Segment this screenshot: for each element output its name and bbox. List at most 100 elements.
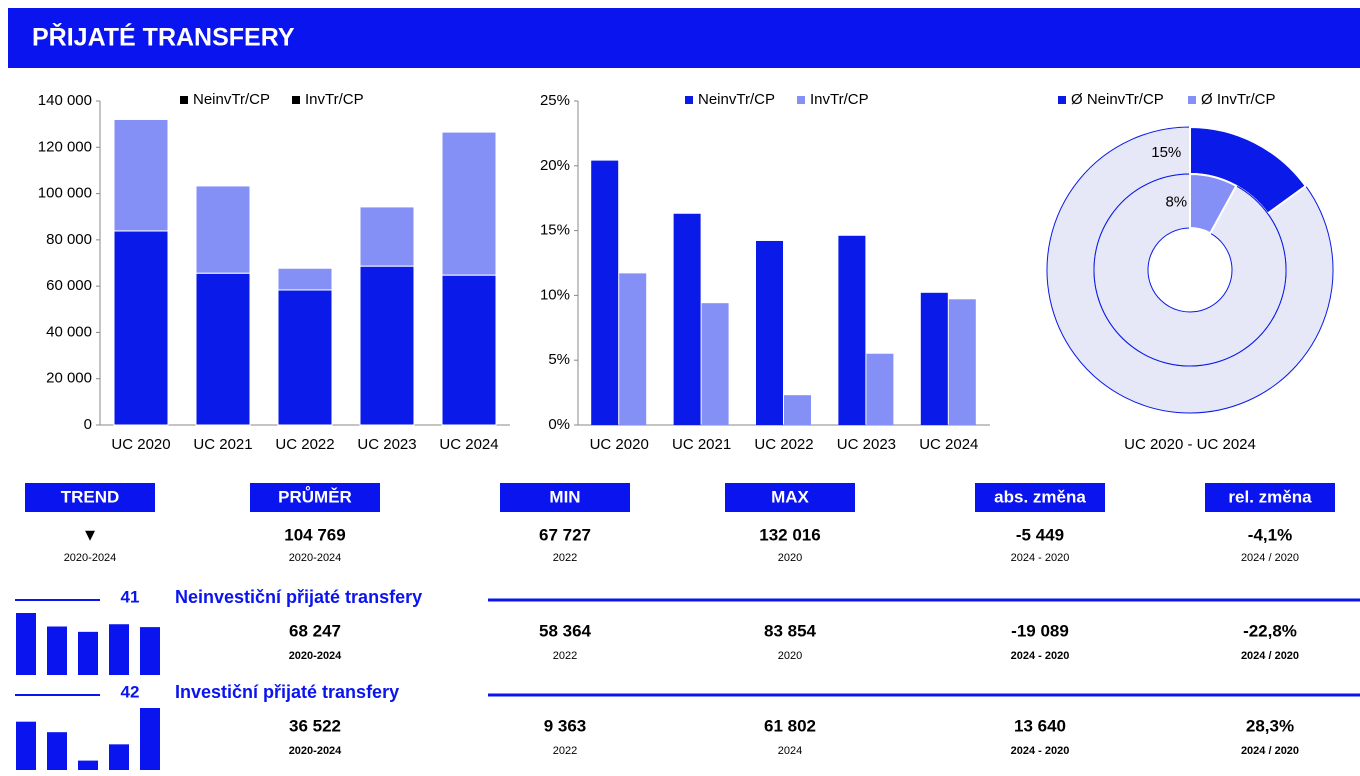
bar-segment xyxy=(359,265,415,426)
sparkline-bar xyxy=(140,627,160,675)
bar-segment xyxy=(113,230,169,426)
row-name: Neinvestiční přijaté transfery xyxy=(175,587,422,607)
sparkline-bar xyxy=(47,732,67,770)
bar-segment xyxy=(359,206,415,267)
column-header: MAX xyxy=(771,487,809,506)
data-label: 15% xyxy=(1151,144,1181,161)
x-tick-label: UC 2020 xyxy=(111,436,170,453)
bar xyxy=(673,213,701,425)
header-box xyxy=(975,483,1105,512)
row-period: 2022 xyxy=(553,650,577,662)
x-tick-label: UC 2023 xyxy=(357,436,416,453)
bar xyxy=(619,273,647,425)
sparkline-bar xyxy=(16,721,36,770)
legend-label: InvTr/CP xyxy=(305,91,364,108)
bar-segment xyxy=(441,274,497,426)
legend-marker xyxy=(292,96,300,104)
row-period: 2024 / 2020 xyxy=(1241,745,1299,757)
y-tick-label: 10% xyxy=(540,286,570,303)
header-box xyxy=(25,483,155,512)
row-period: 2020-2024 xyxy=(289,650,342,662)
x-tick-label: UC 2023 xyxy=(837,436,896,453)
sparkline-bar xyxy=(109,744,129,770)
legend-label: Ø InvTr/CP xyxy=(1201,91,1275,108)
column-header: MIN xyxy=(549,487,580,506)
header-box xyxy=(250,483,380,512)
y-tick-label: 80 000 xyxy=(46,231,92,248)
summary-value: -4,1% xyxy=(1248,525,1292,544)
y-tick-label: 60 000 xyxy=(46,277,92,294)
bar xyxy=(701,303,729,425)
page-title: PŘIJATÉ TRANSFERY xyxy=(32,22,295,52)
sparkline-bar xyxy=(78,760,98,770)
row-name: Investiční přijaté transfery xyxy=(175,682,399,702)
row-period: 2024 xyxy=(778,745,802,757)
row-value: 83 854 xyxy=(764,621,817,640)
x-tick-label: UC 2022 xyxy=(754,436,813,453)
row-period: 2022 xyxy=(553,745,577,757)
bar xyxy=(866,353,894,425)
sparkline-bar xyxy=(47,626,67,675)
header-box xyxy=(1205,483,1335,512)
data-label: 8% xyxy=(1165,193,1187,210)
bar xyxy=(784,395,811,425)
row-period: 2024 - 2020 xyxy=(1011,745,1070,757)
row-value: 13 640 xyxy=(1014,716,1066,735)
legend-marker xyxy=(685,96,693,104)
bar-segment xyxy=(277,267,333,291)
summary-value: ▼ xyxy=(82,525,99,544)
x-tick-label: UC 2020 xyxy=(590,436,649,453)
legend-marker xyxy=(1058,96,1066,104)
column-header: TREND xyxy=(61,487,120,506)
bar-segment xyxy=(195,185,251,274)
y-tick-label: 120 000 xyxy=(38,138,92,155)
row-code: 41 xyxy=(121,587,140,606)
legend-label: InvTr/CP xyxy=(810,91,869,108)
y-tick-label: 0% xyxy=(548,416,570,433)
y-tick-label: 140 000 xyxy=(38,92,92,109)
summary-period: 2024 - 2020 xyxy=(1011,552,1070,564)
column-header: abs. změna xyxy=(994,487,1086,506)
y-tick-label: 5% xyxy=(548,351,570,368)
x-tick-label: UC 2024 xyxy=(439,436,498,453)
summary-value: -5 449 xyxy=(1016,525,1064,544)
bar-segment xyxy=(113,118,169,232)
header-box xyxy=(500,483,630,512)
row-period: 2020-2024 xyxy=(289,745,342,757)
row-value: 68 247 xyxy=(289,621,341,640)
bar xyxy=(920,292,948,425)
summary-period: 2022 xyxy=(553,552,577,564)
sparkline-bar xyxy=(78,631,98,675)
title-bar xyxy=(8,8,1360,68)
row-value: 28,3% xyxy=(1246,716,1294,735)
x-axis-label: UC 2020 - UC 2024 xyxy=(1124,436,1256,453)
donut-remainder xyxy=(1093,173,1287,367)
x-tick-label: UC 2021 xyxy=(193,436,252,453)
sparkline-bar xyxy=(140,708,160,770)
x-tick-label: UC 2021 xyxy=(672,436,731,453)
row-value: 9 363 xyxy=(544,716,587,735)
summary-value: 132 016 xyxy=(759,525,820,544)
row-period: 2024 / 2020 xyxy=(1241,650,1299,662)
row-period: 2024 - 2020 xyxy=(1011,650,1070,662)
row-value: -22,8% xyxy=(1243,621,1297,640)
summary-value: 104 769 xyxy=(284,525,345,544)
legend-label: Ø NeinvTr/CP xyxy=(1071,91,1164,108)
bar xyxy=(756,240,783,425)
y-tick-label: 15% xyxy=(540,222,570,239)
x-tick-label: UC 2024 xyxy=(919,436,978,453)
sparkline-bar xyxy=(16,613,36,675)
y-tick-label: 0 xyxy=(84,416,92,433)
header-box xyxy=(725,483,855,512)
summary-period: 2020-2024 xyxy=(64,552,117,564)
summary-period: 2024 / 2020 xyxy=(1241,552,1299,564)
y-tick-label: 25% xyxy=(540,92,570,109)
row-value: 61 802 xyxy=(764,716,816,735)
y-tick-label: 40 000 xyxy=(46,323,92,340)
row-code: 42 xyxy=(121,682,140,701)
legend-label: NeinvTr/CP xyxy=(193,91,270,108)
legend-marker xyxy=(797,96,805,104)
legend-marker xyxy=(1188,96,1196,104)
sparkline-bar xyxy=(109,624,129,675)
